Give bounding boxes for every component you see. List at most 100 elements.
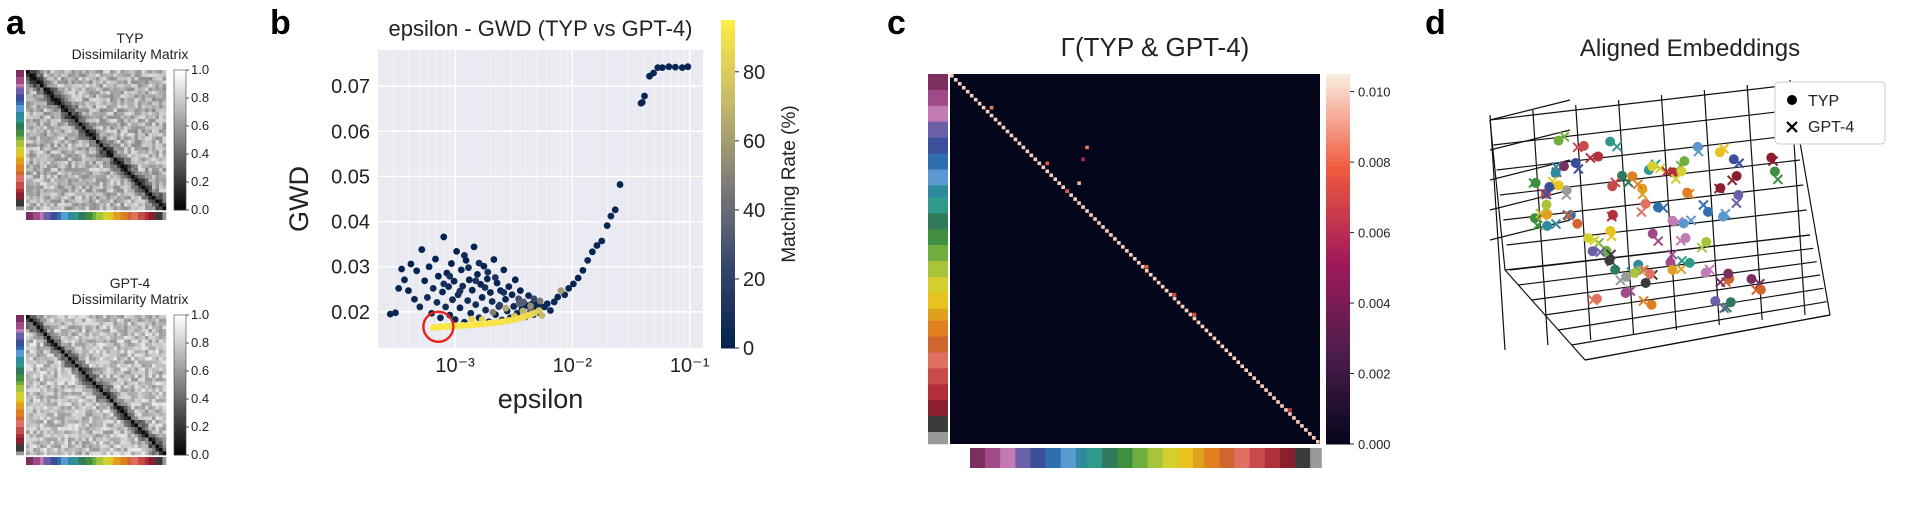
- typ-cell: [148, 147, 153, 151]
- gpt4-cell: [43, 430, 48, 435]
- gpt4-cell: [145, 374, 149, 379]
- colorbar-segment: [1326, 411, 1350, 417]
- gpt4-cell: [138, 318, 142, 323]
- gpt4-cell: [120, 332, 125, 337]
- gpt4-cell: [106, 353, 111, 358]
- typ-cell: [141, 147, 146, 151]
- gpt4-cell: [54, 385, 58, 389]
- gpt4-cell: [71, 346, 76, 351]
- gpt4-cell: [120, 416, 125, 421]
- gpt4-cell: [68, 343, 72, 347]
- gpt4-cell: [43, 315, 48, 319]
- typ-cell: [152, 171, 156, 176]
- typ-cell: [57, 80, 62, 85]
- typ-cell: [141, 192, 146, 197]
- gpt4-cell: [148, 402, 153, 407]
- gpt4-cell: [92, 332, 97, 337]
- gpt4-cell: [57, 350, 62, 354]
- typ-cell: [54, 94, 58, 99]
- typ-cell: [120, 112, 125, 116]
- diagonal-cell: [953, 77, 958, 82]
- gpt4-cell: [162, 441, 167, 445]
- gpt4-cell: [78, 381, 83, 386]
- col-label-swatch: [1196, 448, 1201, 468]
- typ-cell: [134, 108, 139, 113]
- gpt4-cell: [57, 434, 62, 438]
- row-label-swatch: [928, 440, 948, 445]
- gpt4-cell: [64, 441, 69, 445]
- gpt4-cell: [99, 423, 104, 428]
- gpt4-cell: [40, 444, 44, 449]
- gpt4-cell: [50, 346, 55, 351]
- gpt4-cell: [33, 322, 37, 326]
- col-label-swatch: [1079, 448, 1084, 468]
- typ-cell: [26, 91, 30, 95]
- gpt4-cell: [124, 364, 128, 368]
- gpt4-cell: [152, 402, 156, 407]
- typ-cell: [75, 122, 79, 127]
- typ-cell: [89, 199, 93, 204]
- gpt4-cell: [159, 367, 163, 372]
- gpt4-cell: [141, 430, 146, 435]
- gpt4-cell: [82, 427, 86, 431]
- typ-cell: [75, 77, 79, 81]
- gpt4-row-label-swatch: [16, 434, 24, 438]
- row-label-swatch: [928, 360, 948, 365]
- typ-cell: [99, 70, 104, 74]
- typ-cell: [61, 108, 65, 113]
- typ-cell: [64, 175, 69, 179]
- typ-cell: [47, 206, 51, 211]
- typ-cell: [78, 157, 83, 162]
- row-label-swatch: [928, 344, 948, 349]
- gpt4-cell: [134, 315, 139, 319]
- typ-cell: [127, 91, 132, 95]
- data-point: [611, 206, 619, 214]
- gpt4-cell: [64, 350, 69, 354]
- gpt4-cell: [120, 399, 125, 403]
- typ-cell: [50, 140, 55, 144]
- typ-cell: [40, 73, 44, 78]
- col-label-swatch: [1132, 448, 1137, 468]
- typ-cell: [26, 105, 30, 109]
- typ-cell: [71, 196, 76, 200]
- gpt4-colorbar-segment: [174, 404, 186, 408]
- gpt4-cell: [85, 409, 90, 414]
- typ-cell: [82, 175, 86, 179]
- gpt4-cell: [75, 364, 79, 368]
- colorbar-segment: [1326, 393, 1350, 399]
- gpt4-colorbar-segment: [174, 443, 186, 447]
- gpt4-cell: [138, 381, 142, 386]
- gpt4-row-label-swatch: [16, 364, 24, 368]
- typ-cell: [61, 147, 65, 151]
- gpt4-cell: [141, 322, 146, 326]
- gpt4-cell: [127, 353, 132, 358]
- gpt4-cell: [75, 416, 79, 421]
- gpt4-cell: [47, 430, 51, 435]
- typ-cell: [117, 199, 121, 204]
- typ-cell: [120, 101, 125, 106]
- gpt4-cell: [82, 318, 86, 323]
- gpt4-cell: [33, 350, 37, 354]
- gpt4-cell: [29, 360, 34, 365]
- gpt4-cell: [47, 364, 51, 368]
- gpt4-cell: [148, 413, 153, 417]
- typ-row-label-swatch: [16, 122, 24, 127]
- typ-cell: [33, 154, 37, 158]
- typ-cell: [117, 150, 121, 155]
- typ-cell: [113, 80, 118, 85]
- typ-cell: [103, 112, 107, 116]
- gpt4-cell: [61, 360, 65, 365]
- gpt4-cell: [145, 367, 149, 372]
- typ-cell: [148, 101, 153, 106]
- row-label-swatch: [928, 245, 948, 250]
- gpt4-cell: [71, 427, 76, 431]
- gpt4-cell: [26, 392, 30, 396]
- gpt4-cell: [152, 448, 156, 452]
- typ-cell: [33, 105, 37, 109]
- typ-cell: [96, 87, 100, 92]
- typ-cell: [50, 192, 55, 197]
- data-point: [467, 309, 475, 317]
- gpt4-cell: [40, 353, 44, 358]
- gpt4-cell: [117, 315, 121, 319]
- typ-colorbar-segment: [174, 184, 186, 188]
